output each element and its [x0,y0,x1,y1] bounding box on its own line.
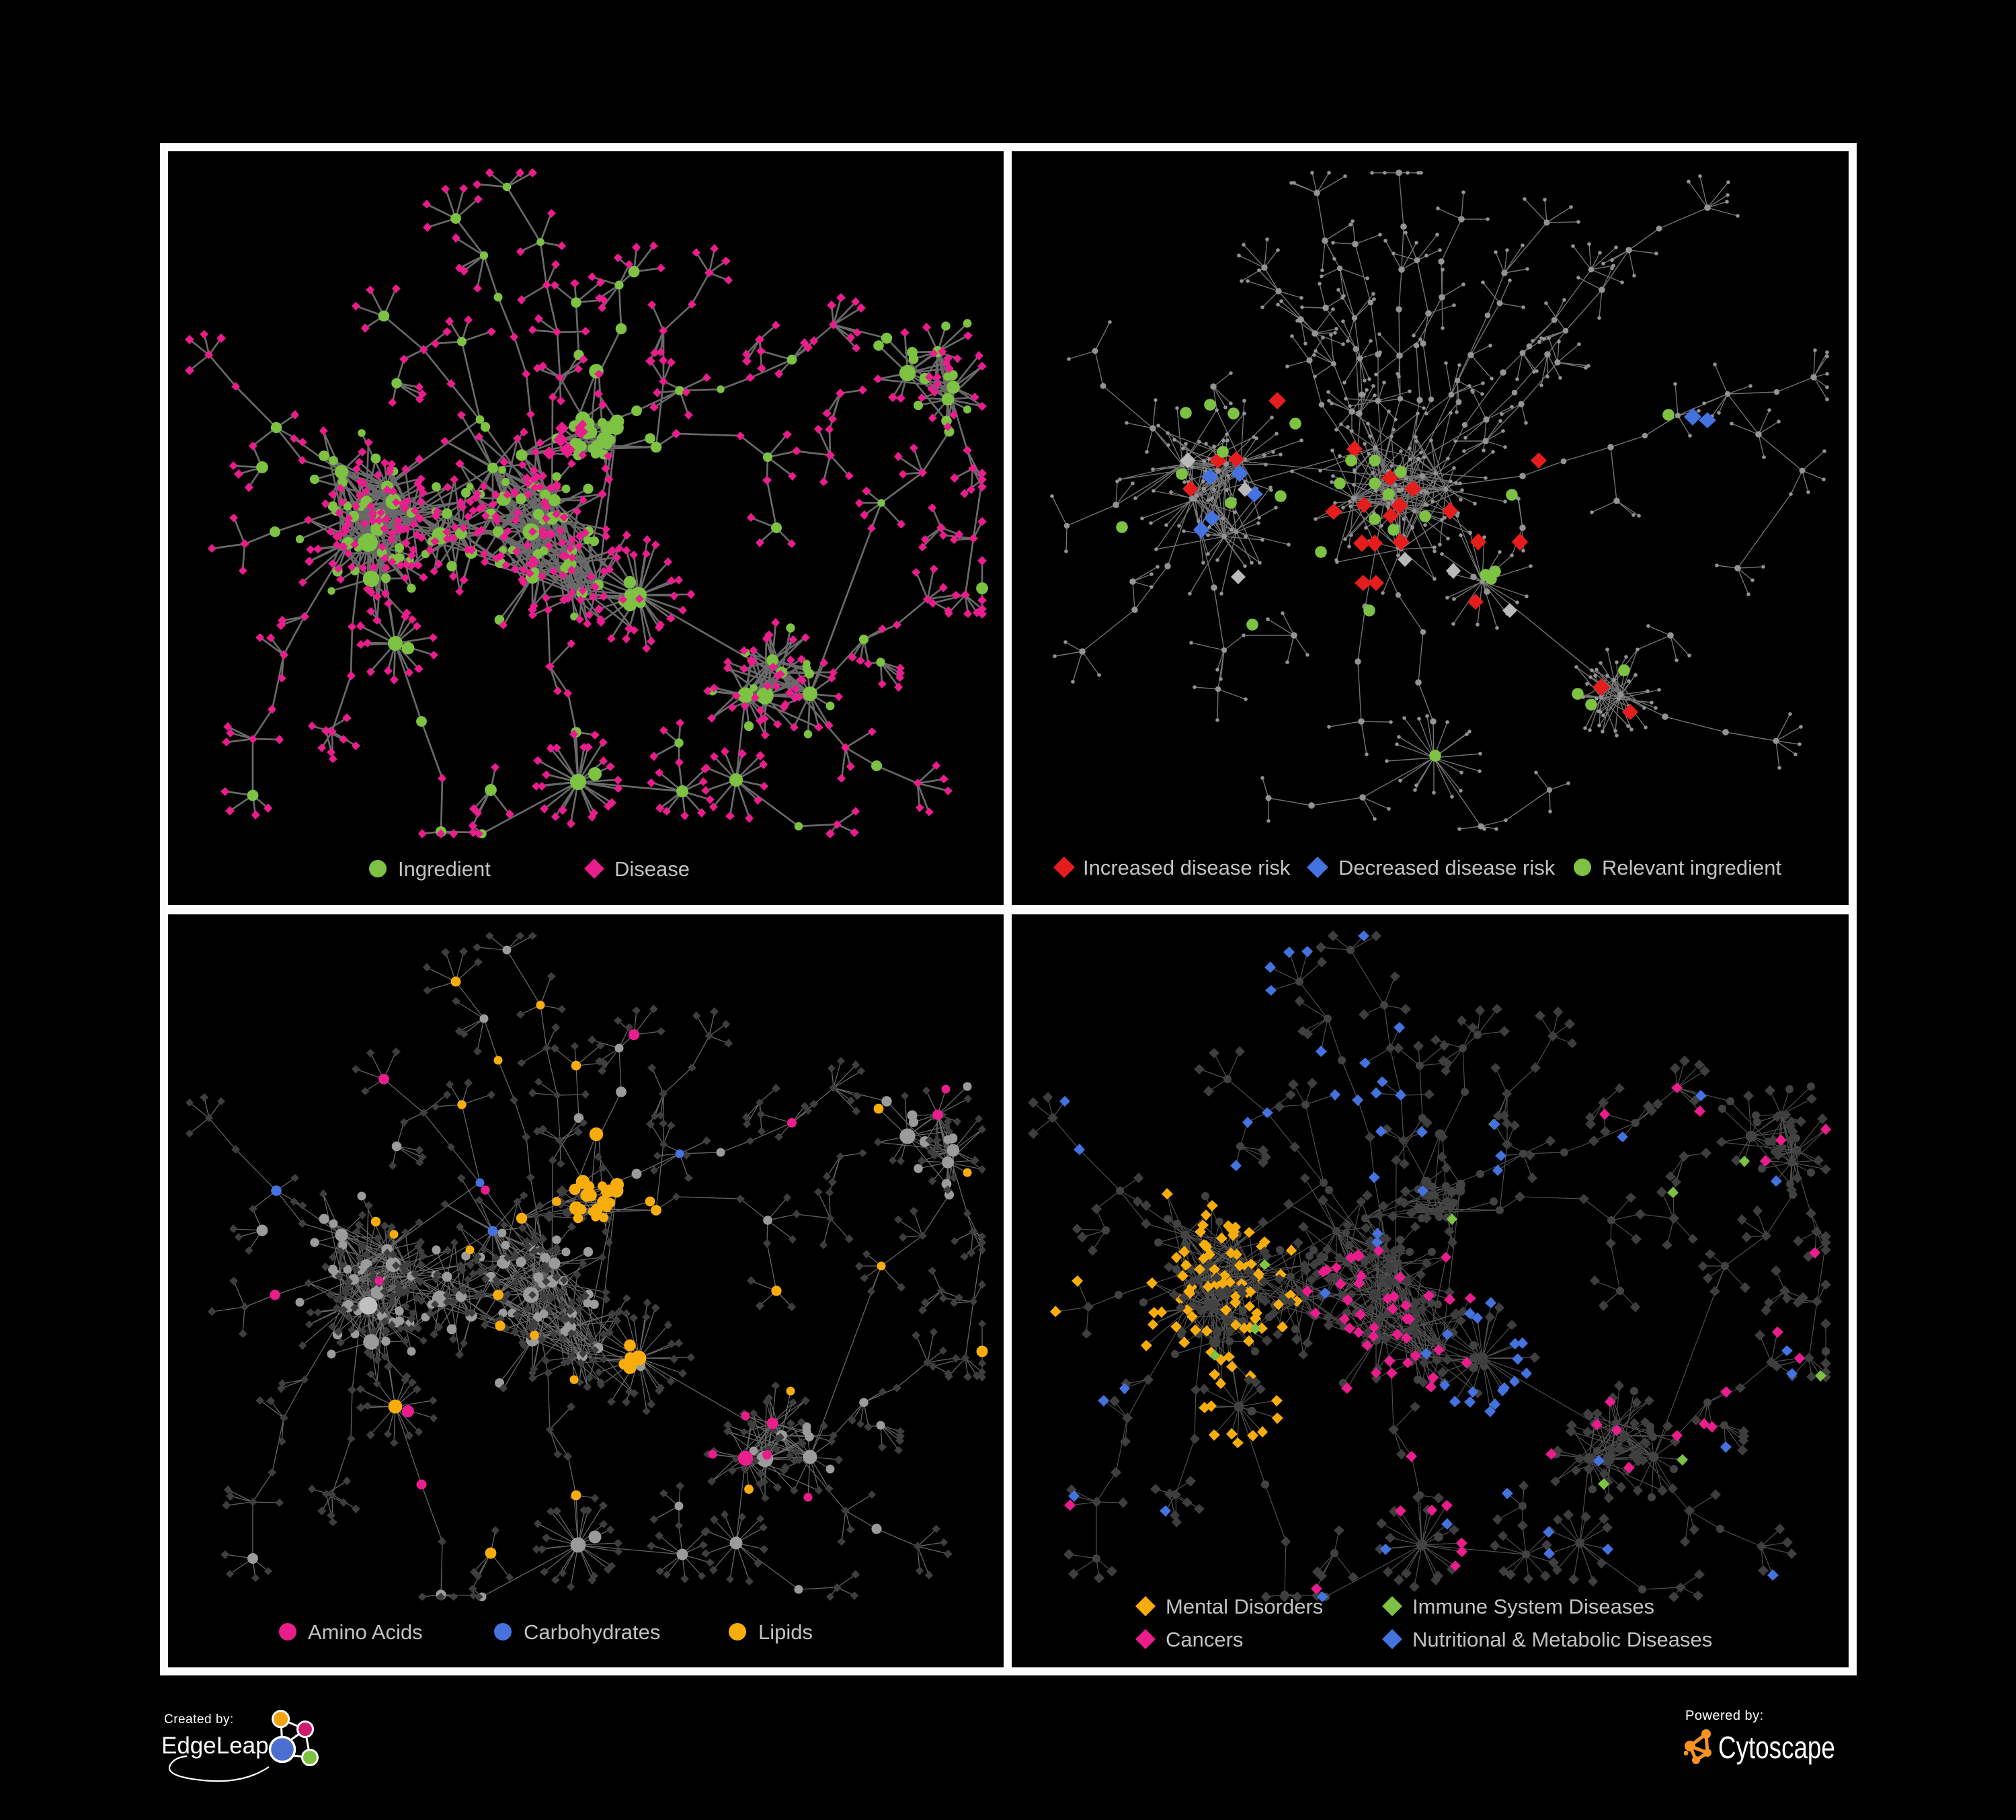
svg-text:Ingredient: Ingredient [398,857,491,881]
svg-text:Amino Acids: Amino Acids [308,1620,423,1644]
svg-text:Cancers: Cancers [1166,1628,1243,1651]
svg-text:Mental Disorders: Mental Disorders [1166,1595,1323,1618]
svg-text:Increased disease risk: Increased disease risk [1083,856,1291,879]
svg-text:Lipids: Lipids [758,1620,813,1644]
svg-text:EdgeLeap: EdgeLeap [161,1733,269,1759]
svg-text:Disease: Disease [614,857,690,881]
svg-text:Created by:: Created by: [164,1712,234,1727]
svg-text:Nutritional & Metabolic Diseas: Nutritional & Metabolic Diseases [1412,1628,1712,1651]
svg-text:Immune System Diseases: Immune System Diseases [1412,1595,1654,1618]
svg-text:Carbohydrates: Carbohydrates [524,1620,660,1644]
svg-text:Decreased disease risk: Decreased disease risk [1338,856,1556,879]
svg-text:Relevant ingredient: Relevant ingredient [1602,856,1782,879]
